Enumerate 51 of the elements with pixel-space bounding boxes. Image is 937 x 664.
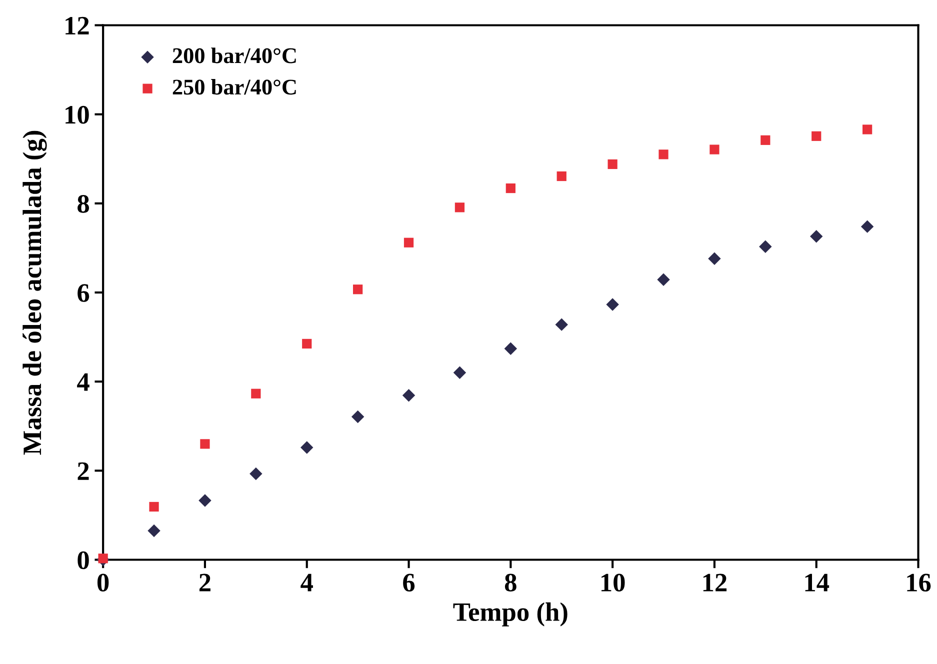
point xyxy=(506,183,516,194)
point xyxy=(710,144,720,154)
point xyxy=(606,298,619,311)
x-tick-label: 16 xyxy=(907,574,931,592)
x-tick-label: 12 xyxy=(703,574,727,592)
y-tick-label: 8 xyxy=(78,195,89,213)
x-axis-title: Tempo (h) xyxy=(453,602,568,626)
x-tick-label: 2 xyxy=(199,574,210,592)
point xyxy=(760,135,770,145)
point xyxy=(657,273,670,286)
point xyxy=(404,238,414,248)
point xyxy=(198,494,212,507)
point xyxy=(708,252,721,266)
y-tick-label: 2 xyxy=(78,462,89,480)
point xyxy=(300,441,314,454)
point xyxy=(759,240,772,253)
point xyxy=(302,338,312,349)
y-tick-label: 4 xyxy=(77,373,90,391)
x-tick-label: 6 xyxy=(403,574,415,592)
legend-label: 250 bar/40°C xyxy=(172,78,296,95)
x-tick-label: 10 xyxy=(601,574,625,592)
point xyxy=(504,342,518,355)
point xyxy=(860,220,874,233)
point xyxy=(98,554,108,564)
point xyxy=(812,131,822,141)
x-tick-label: 8 xyxy=(504,574,516,592)
y-tick-label: 0 xyxy=(78,551,89,570)
x-tick-label: 0 xyxy=(97,574,109,592)
point xyxy=(200,439,210,449)
point xyxy=(402,389,416,402)
point xyxy=(251,388,261,398)
x-tick-label: 14 xyxy=(805,574,830,592)
y-axis-title: Massa de óleo acumulada (g) xyxy=(22,130,47,455)
point xyxy=(454,202,465,212)
y-tick-label: 10 xyxy=(66,106,89,124)
point xyxy=(556,171,566,182)
point xyxy=(862,124,872,134)
point xyxy=(810,230,823,243)
y-tick-label: 6 xyxy=(78,284,90,302)
point xyxy=(453,366,466,380)
point xyxy=(353,284,363,294)
point xyxy=(555,318,568,331)
y-tick-label: 12 xyxy=(66,16,89,34)
point xyxy=(608,159,618,170)
point xyxy=(351,410,364,424)
point xyxy=(658,150,668,160)
point xyxy=(250,467,262,480)
point xyxy=(149,502,159,512)
legend-label: 200 bar/40°C xyxy=(172,48,296,64)
point xyxy=(148,524,160,538)
x-tick-label: 4 xyxy=(300,574,313,592)
